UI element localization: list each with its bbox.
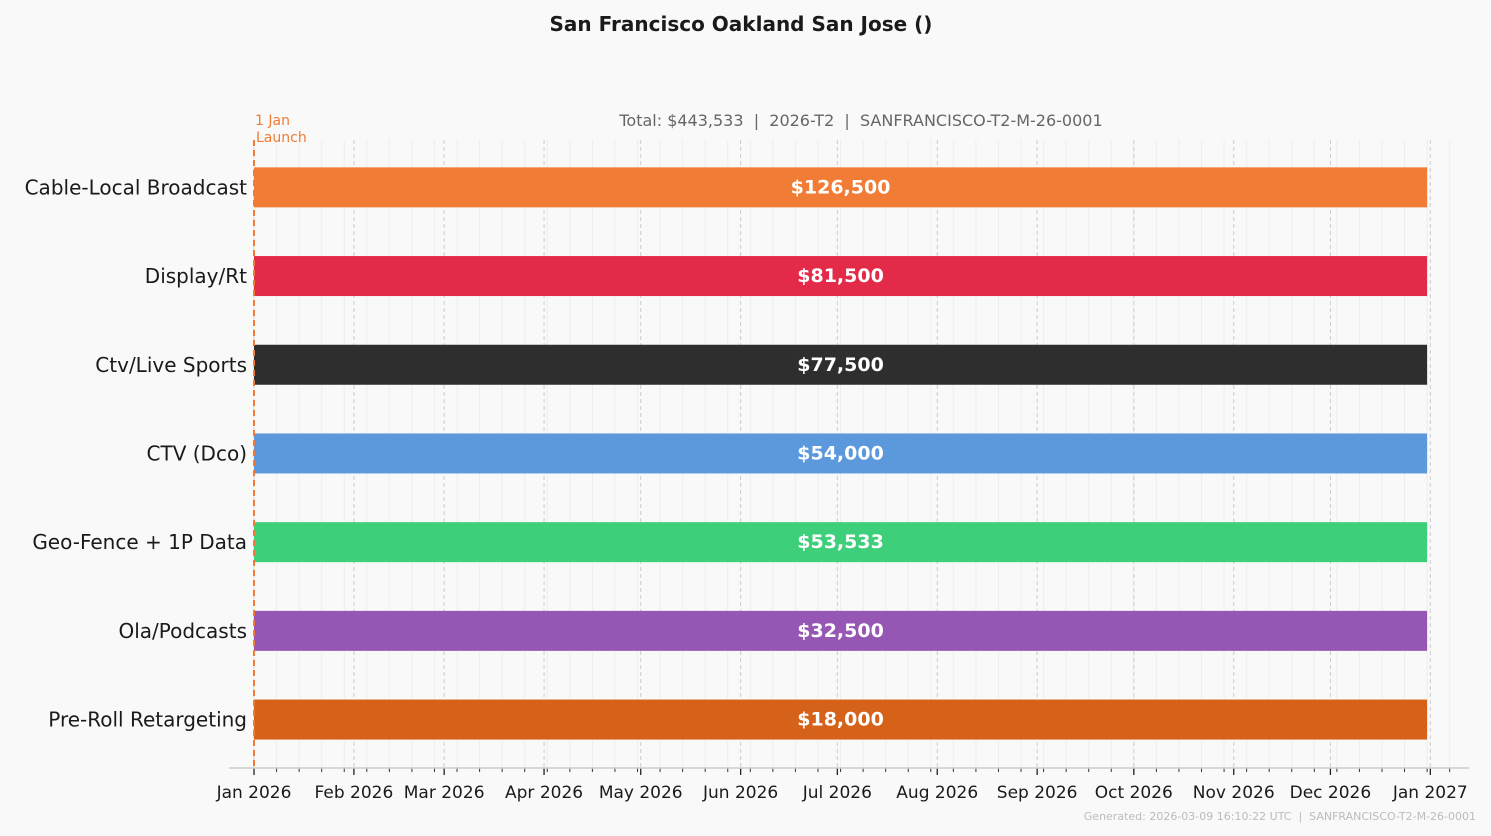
x-tick-label: Jan 2026 [216, 783, 292, 803]
bar-ctv-live-sports [254, 344, 1428, 385]
bar-value-label: $126,500 [791, 176, 891, 198]
x-tick-label: Jan 2027 [1392, 783, 1468, 803]
category-label: Display/Rt [145, 264, 247, 288]
bar-geo-fence-1p-data [254, 522, 1428, 563]
x-tick-label: May 2026 [599, 783, 683, 803]
bar-cable-local-broadcast [254, 167, 1428, 208]
bar-value-label: $77,500 [797, 354, 884, 376]
bar-pre-roll-retargeting [254, 699, 1428, 740]
x-tick-label: Aug 2026 [896, 783, 978, 803]
category-label: Cable-Local Broadcast [25, 175, 248, 199]
x-tick-label: Apr 2026 [505, 783, 583, 803]
launch-date-label: 1 Jan [255, 113, 290, 129]
bar-value-label: $81,500 [797, 265, 884, 287]
bar-value-label: $18,000 [797, 709, 884, 731]
bar-value-label: $32,500 [797, 620, 884, 642]
launch-text-label: Launch [256, 130, 307, 146]
x-tick-label: Dec 2026 [1290, 783, 1372, 803]
bar-layer: $126,500 Cable-Local Broadcast $81,500 Disp… [25, 167, 1428, 740]
x-tick-label: Jun 2026 [702, 783, 778, 803]
chart-title: San Francisco Oakland San Jose () [550, 12, 933, 36]
bar-ctv-dco [254, 433, 1428, 474]
category-label: CTV (Dco) [147, 441, 247, 465]
x-tick-label: Mar 2026 [404, 783, 485, 803]
bar-display-rt [254, 256, 1428, 297]
category-label: Geo-Fence + 1P Data [32, 530, 247, 554]
chart-subtitle: Total: $443,533 | 2026-T2 | SANFRANCISCO… [618, 111, 1102, 130]
footer-text: Generated: 2026-03-09 16:10:22 UTC | SAN… [1084, 810, 1476, 823]
bar-ola-podcasts [254, 610, 1428, 651]
x-tick-label: Jul 2026 [802, 783, 872, 803]
bar-value-label: $53,533 [797, 531, 884, 553]
x-axis: Jan 2026 Feb 2026 Mar 2026 Apr 2026 May 2026… [216, 767, 1469, 803]
category-label: Pre-Roll Retargeting [48, 708, 247, 732]
category-label: Ctv/Live Sports [95, 353, 247, 377]
x-tick-label: Sep 2026 [997, 783, 1078, 803]
bar-value-label: $54,000 [797, 442, 884, 464]
x-tick-label: Oct 2026 [1095, 783, 1173, 803]
category-label: Ola/Podcasts [118, 619, 247, 643]
x-tick-label: Feb 2026 [315, 783, 394, 803]
x-tick-label: Nov 2026 [1193, 783, 1275, 803]
